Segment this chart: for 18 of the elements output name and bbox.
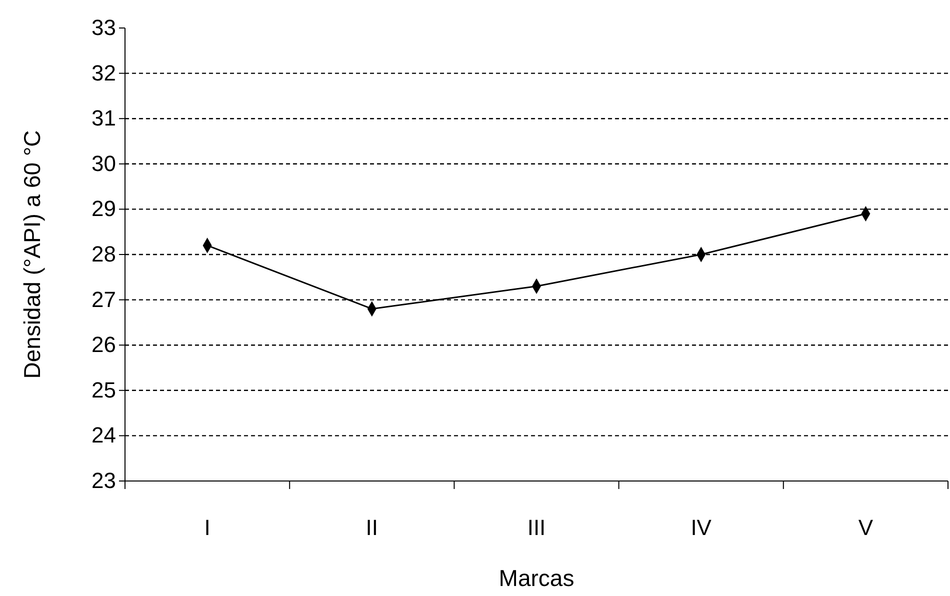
y-tick-label: 25 (92, 377, 116, 402)
y-tick-label: 32 (92, 60, 116, 86)
y-tick-label: 23 (92, 468, 116, 494)
x-axis-title: Marcas (498, 565, 574, 591)
x-tick-label: V (858, 515, 874, 540)
y-tick-label: 30 (92, 150, 116, 176)
y-tick-label: 29 (92, 196, 116, 222)
y-tick-label: 24 (92, 422, 116, 448)
y-tick-label: 33 (92, 15, 116, 40)
y-tick-label: 31 (92, 106, 116, 131)
y-tick-label: 27 (92, 286, 116, 312)
x-tick-label: III (527, 515, 546, 540)
y-tick-label: 26 (92, 332, 116, 358)
x-tick-label: II (366, 515, 378, 540)
y-axis-title: Densidad (°API) a 60 °C (19, 130, 45, 379)
y-tick-label: 28 (92, 242, 116, 267)
x-tick-label: IV (690, 515, 712, 540)
x-tick-label: I (204, 515, 210, 540)
